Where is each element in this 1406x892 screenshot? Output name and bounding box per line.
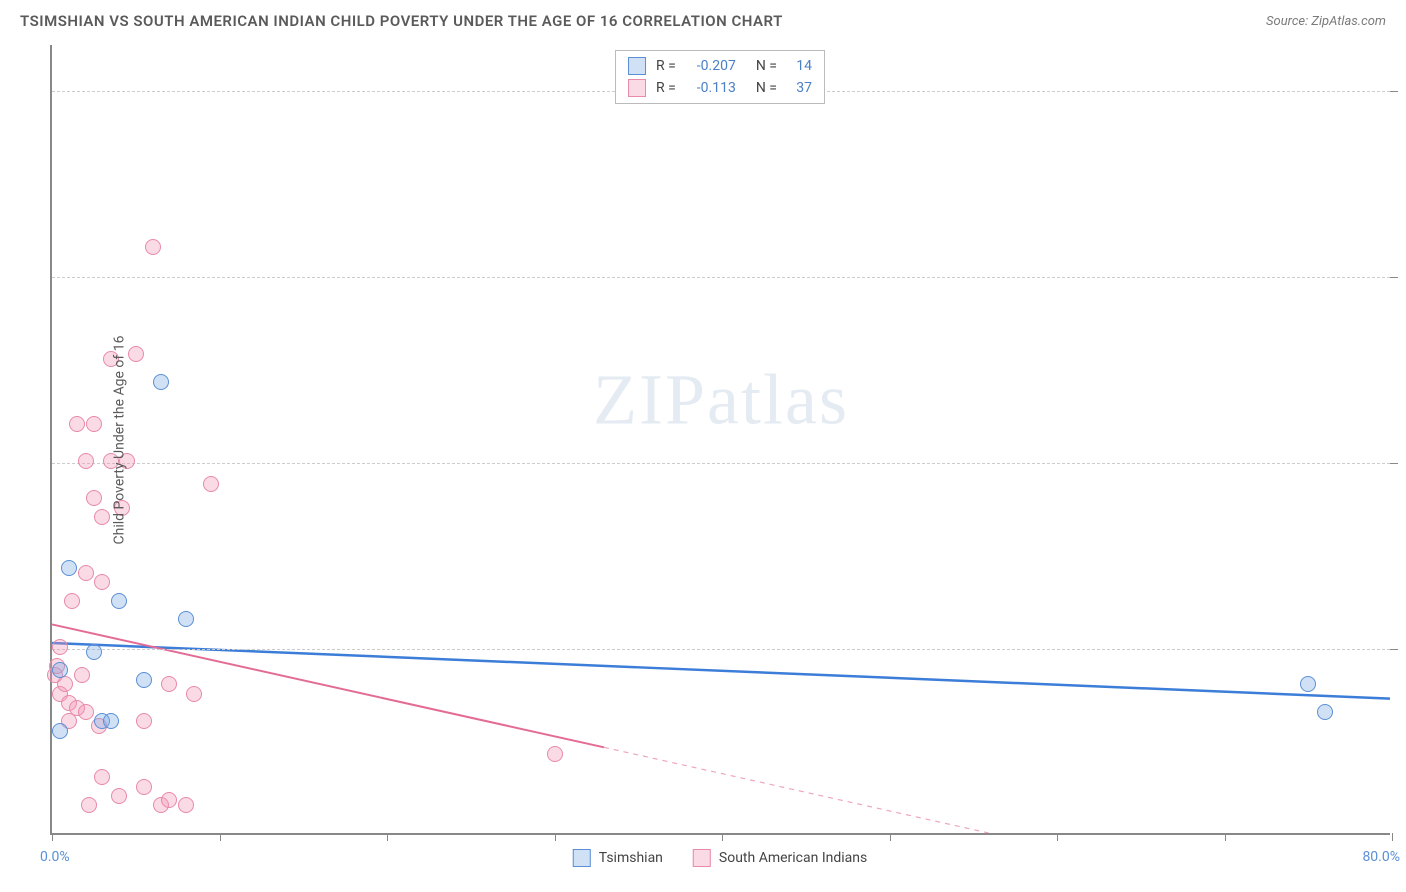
y-tick [1390, 463, 1398, 464]
data-point [178, 797, 194, 813]
y-axis-title: Child Poverty Under the Age of 16 [112, 336, 128, 545]
legend-series-item: South American Indians [693, 849, 867, 867]
legend-swatch [628, 79, 646, 97]
data-point [1300, 676, 1316, 692]
data-point [186, 686, 202, 702]
data-point [203, 476, 219, 492]
legend-series-item: Tsimshian [573, 849, 663, 867]
plot-area: ZIPatlas 20.0%40.0%60.0%80.0% [50, 45, 1390, 835]
legend-stats: R = -0.207 N = 14 R = -0.113 N = 37 [615, 50, 825, 104]
gridline [52, 277, 1390, 278]
legend-series-label: Tsimshian [599, 850, 663, 866]
x-tick [1225, 833, 1226, 841]
data-point [94, 574, 110, 590]
legend-r-label: R = [656, 80, 676, 96]
x-tick [555, 833, 556, 841]
data-point [111, 593, 127, 609]
gridline [52, 649, 1390, 650]
x-tick [1057, 833, 1058, 841]
data-point [57, 676, 73, 692]
x-axis-max-label: 80.0% [1362, 849, 1400, 865]
x-tick [220, 833, 221, 841]
data-point [52, 723, 68, 739]
chart-source: Source: ZipAtlas.com [1266, 14, 1386, 29]
legend-r-value: -0.113 [686, 80, 736, 96]
data-point [103, 713, 119, 729]
chart-container: ZIPatlas 20.0%40.0%60.0%80.0% Child Pove… [50, 45, 1390, 835]
legend-stat-row: R = -0.113 N = 37 [628, 77, 812, 99]
legend-series-label: South American Indians [719, 850, 867, 866]
x-tick [890, 833, 891, 841]
data-point [86, 644, 102, 660]
data-point [178, 611, 194, 627]
data-point [145, 239, 161, 255]
chart-title: TSIMSHIAN VS SOUTH AMERICAN INDIAN CHILD… [20, 12, 783, 30]
data-point [128, 346, 144, 362]
watermark: ZIPatlas [593, 358, 849, 441]
data-point [153, 374, 169, 390]
data-point [86, 490, 102, 506]
y-tick [1390, 277, 1398, 278]
data-point [69, 416, 85, 432]
y-tick [1390, 91, 1398, 92]
data-point [161, 676, 177, 692]
legend-r-label: R = [656, 58, 676, 74]
data-point [136, 713, 152, 729]
legend-n-label: N = [756, 80, 777, 96]
trendline-solid [52, 624, 604, 747]
legend-swatch [693, 849, 711, 867]
data-point [64, 593, 80, 609]
legend-swatch [573, 849, 591, 867]
legend-r-value: -0.207 [686, 58, 736, 74]
trendline-dashed [604, 747, 989, 833]
data-point [86, 416, 102, 432]
data-point [111, 788, 127, 804]
data-point [94, 509, 110, 525]
trendline-solid [52, 643, 1390, 699]
data-point [52, 639, 68, 655]
legend-stat-row: R = -0.207 N = 14 [628, 55, 812, 77]
legend-series: Tsimshian South American Indians [573, 849, 867, 867]
legend-n-value: 14 [787, 58, 812, 74]
data-point [74, 667, 90, 683]
legend-n-value: 37 [787, 80, 812, 96]
trendlines-svg [52, 45, 1390, 833]
data-point [61, 560, 77, 576]
legend-swatch [628, 57, 646, 75]
y-tick [1390, 649, 1398, 650]
data-point [81, 797, 97, 813]
data-point [1317, 704, 1333, 720]
gridline [52, 463, 1390, 464]
data-point [78, 565, 94, 581]
x-axis-min-label: 0.0% [40, 849, 70, 865]
data-point [94, 769, 110, 785]
x-tick [387, 833, 388, 841]
data-point [136, 672, 152, 688]
data-point [78, 704, 94, 720]
chart-header: TSIMSHIAN VS SOUTH AMERICAN INDIAN CHILD… [0, 0, 1406, 38]
data-point [161, 792, 177, 808]
data-point [52, 662, 68, 678]
x-tick [1392, 833, 1393, 841]
legend-n-label: N = [756, 58, 777, 74]
data-point [547, 746, 563, 762]
x-tick [52, 833, 53, 841]
x-tick [722, 833, 723, 841]
data-point [136, 779, 152, 795]
data-point [78, 453, 94, 469]
